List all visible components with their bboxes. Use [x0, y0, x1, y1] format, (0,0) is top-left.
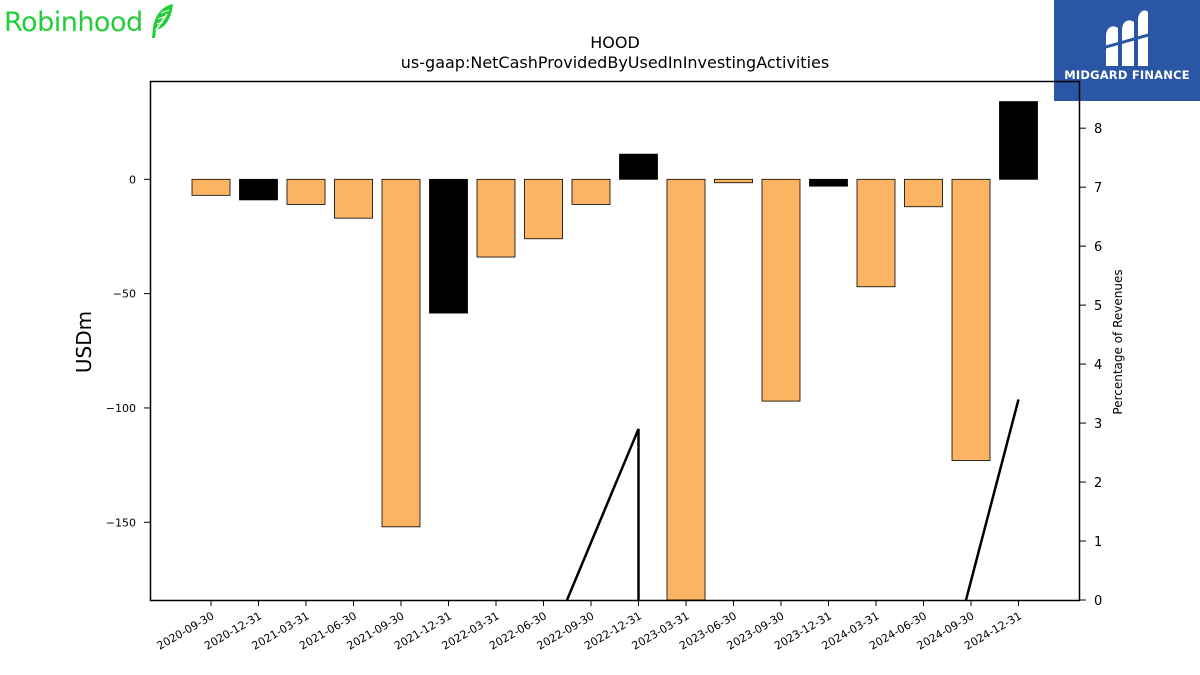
- y-tick-label: −50: [113, 288, 136, 301]
- y2-axis-label: Percentage of Revenues: [1111, 269, 1125, 414]
- y2-tick-label: 5: [1094, 299, 1102, 314]
- bar: [904, 178, 943, 208]
- y2-tick-label: 0: [1094, 594, 1102, 609]
- bar: [666, 178, 706, 601]
- chart-title: HOOD: [590, 33, 640, 52]
- bar: [381, 178, 421, 528]
- y2-tick-label: 3: [1094, 417, 1102, 432]
- revenue-percentage-layer: [565, 399, 1020, 601]
- feather-icon: [151, 4, 173, 38]
- bar: [476, 178, 516, 258]
- brand-name: Robinhood: [4, 6, 143, 38]
- y2-tick-label: 8: [1094, 122, 1102, 137]
- bar: [714, 178, 753, 184]
- y2-tick-label: 4: [1094, 358, 1102, 373]
- y2-tick-label: 7: [1094, 181, 1102, 196]
- y-axis-label: USDm: [72, 311, 96, 373]
- bar: [239, 178, 278, 201]
- y2-axis: 0 1 2 3 4 5 6 7 8: [1080, 122, 1102, 609]
- bar: [571, 178, 611, 205]
- plot-frame: [149, 80, 1081, 602]
- bar: [334, 178, 373, 219]
- x-axis: 2020-09-302020-12-312021-03-312021-06-30…: [155, 600, 1024, 653]
- y-axis: 0 −50 −100 −150: [106, 173, 150, 529]
- bar: [951, 178, 991, 461]
- revenue-percentage-line: [964, 399, 1020, 601]
- y-tick-label: −150: [106, 516, 136, 529]
- bar: [809, 178, 848, 187]
- bar: [761, 178, 801, 402]
- chart-subtitle: us-gaap:NetCashProvidedByUsedInInvesting…: [401, 53, 829, 72]
- midgard-finance-badge: MIDGARD FINANCE: [1054, 0, 1200, 101]
- revenue-percentage-line: [565, 428, 640, 601]
- bar: [999, 101, 1038, 180]
- bar: [286, 178, 326, 205]
- y2-tick-label: 2: [1094, 476, 1102, 491]
- badge-name: MIDGARD FINANCE: [1064, 68, 1190, 82]
- bar: [429, 178, 468, 314]
- bar: [619, 153, 658, 180]
- y-tick-label: 0: [129, 173, 136, 186]
- bars-layer: [191, 101, 1038, 601]
- bar: [856, 178, 896, 288]
- y2-tick-label: 6: [1094, 240, 1102, 255]
- midgard-logo-icon: [1102, 10, 1152, 66]
- bar: [191, 178, 231, 196]
- y2-tick-label: 1: [1094, 535, 1102, 550]
- robinhood-logo: Robinhood: [4, 2, 175, 42]
- bar: [524, 178, 563, 240]
- y-tick-label: −100: [106, 402, 136, 415]
